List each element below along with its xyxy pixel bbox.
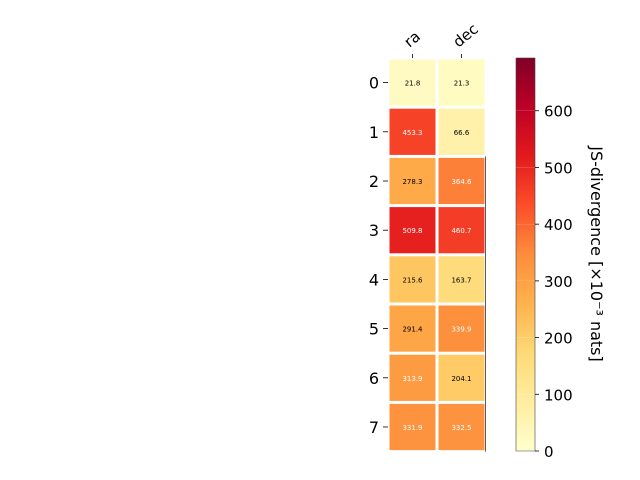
y-tick-label-7: 7 <box>369 418 379 437</box>
heatmap-cell-1-dec <box>438 108 485 155</box>
colorbar-ticks: 0 100 200 300 400 500 600 <box>516 103 573 461</box>
cell-label-4-ra: 215.6 <box>402 276 423 284</box>
y-tick-label-5: 5 <box>369 320 379 339</box>
x-axis: ra dec <box>401 20 482 58</box>
cell-label-2-dec: 364.6 <box>451 178 472 186</box>
cell-label-7-dec: 332.5 <box>451 424 471 432</box>
cell-label-0-dec: 21.3 <box>454 80 470 88</box>
heatmap-cell-7-dec <box>438 403 485 451</box>
heatmap-cell-0-dec <box>438 59 485 106</box>
cell-label-3-dec: 460.7 <box>451 227 471 235</box>
y-tick-label-2: 2 <box>369 172 379 191</box>
cell-label-1-dec: 66.6 <box>454 129 470 137</box>
colorbar-tick-label-600: 600 <box>544 103 573 121</box>
y-tick-label-3: 3 <box>369 221 379 240</box>
heatmap-cell-6-ra <box>389 354 436 401</box>
heatmap-cell-6-dec <box>438 354 485 401</box>
colorbar-gradient <box>515 57 536 452</box>
cell-label-4-dec: 163.7 <box>451 276 471 284</box>
heatmap-cell-5-dec <box>438 305 485 352</box>
cell-label-5-ra: 291.4 <box>402 326 423 334</box>
cell-label-5-dec: 339.9 <box>451 326 471 334</box>
colorbar-tick-label-400: 400 <box>544 216 573 234</box>
heatmap-cell-5-ra <box>389 305 436 352</box>
y-tick-label-6: 6 <box>369 369 379 388</box>
y-axis: 0 1 2 3 4 5 6 7 <box>369 74 388 437</box>
x-tick-label-dec: dec <box>450 20 482 51</box>
colorbar: 0 100 200 300 400 500 600 JS-divergence [×10⁻³… <box>515 57 606 461</box>
cell-label-3-ra: 509.8 <box>402 227 422 235</box>
colorbar-label: JS-divergence [×10⁻³ nats] <box>587 145 606 361</box>
cell-label-6-ra: 313.9 <box>402 375 422 383</box>
colorbar-tick-label-0: 0 <box>544 443 554 461</box>
heatmap-cell-7-ra <box>389 403 436 451</box>
heatmap-cell-4-dec <box>438 256 485 303</box>
cell-label-6-dec: 204.1 <box>451 375 471 383</box>
heatmap-cell-2-ra <box>389 157 436 205</box>
cell-label-2-ra: 278.3 <box>402 178 422 186</box>
cell-label-1-ra: 453.3 <box>402 129 422 137</box>
colorbar-tick-label-300: 300 <box>544 273 573 291</box>
heatmap-cells <box>389 59 486 452</box>
cell-value-labels: 21.8 21.3 453.3 66.6 278.3 364.6 509.8 460.7 215… <box>402 80 472 432</box>
heatmap-cell-4-ra <box>389 256 436 303</box>
heatmap-cell-2-dec <box>438 157 485 205</box>
x-tick-label-ra: ra <box>401 27 424 51</box>
heatmap-cell-0-ra <box>389 59 436 106</box>
colorbar-tick-label-100: 100 <box>544 386 573 404</box>
y-tick-label-1: 1 <box>369 123 379 142</box>
heatmap-cell-3-dec <box>438 207 485 254</box>
y-tick-label-4: 4 <box>369 270 379 289</box>
heatmap-cell-1-ra <box>389 108 436 155</box>
cell-label-0-ra: 21.8 <box>405 80 421 88</box>
y-tick-label-0: 0 <box>369 74 379 93</box>
heatmap-cell-3-ra <box>389 207 436 254</box>
colorbar-tick-label-500: 500 <box>544 159 573 177</box>
colorbar-tick-label-200: 200 <box>544 330 573 348</box>
cell-label-7-ra: 331.9 <box>402 424 422 432</box>
